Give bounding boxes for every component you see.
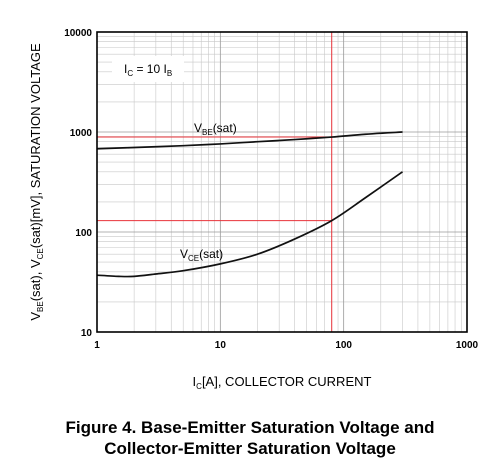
plot-frame [96, 31, 468, 333]
caption-line-2: Collector-Emitter Saturation Voltage [104, 439, 396, 458]
x-tick-label: 10 [215, 340, 227, 351]
y-axis-label: VBE(sat), VCE(sat)[mV], SATURATION VOLTA… [28, 43, 45, 321]
y-tick-label: 10000 [64, 28, 92, 39]
svg-text:IC = 10 IB: IC = 10 IB [124, 62, 172, 78]
major-grid [97, 32, 467, 332]
y-tick-label: 100 [75, 228, 92, 239]
figure-caption: Figure 4. Base-Emitter Saturation Voltag… [0, 417, 500, 459]
series-curves [96, 131, 403, 278]
series-label-vce: VCE(sat) [180, 247, 223, 263]
red-marker-lines [97, 32, 333, 332]
x-axis-label: IC[A], COLLECTOR CURRENT [193, 374, 372, 391]
condition-annotation: IC = 10 IB [112, 56, 184, 82]
series-line-0 [96, 131, 403, 150]
x-tick-label: 1 [94, 340, 100, 351]
y-tick-label: 10 [81, 328, 93, 339]
caption-line-1: Figure 4. Base-Emitter Saturation Voltag… [65, 418, 435, 437]
x-tick-label: 100 [335, 340, 352, 351]
x-tick-label: 1000 [456, 340, 479, 351]
series-line-1 [96, 171, 403, 278]
y-tick-label: 1000 [70, 128, 93, 139]
minor-grid [97, 32, 467, 332]
series-label-vbe: VBE(sat) [194, 121, 237, 137]
